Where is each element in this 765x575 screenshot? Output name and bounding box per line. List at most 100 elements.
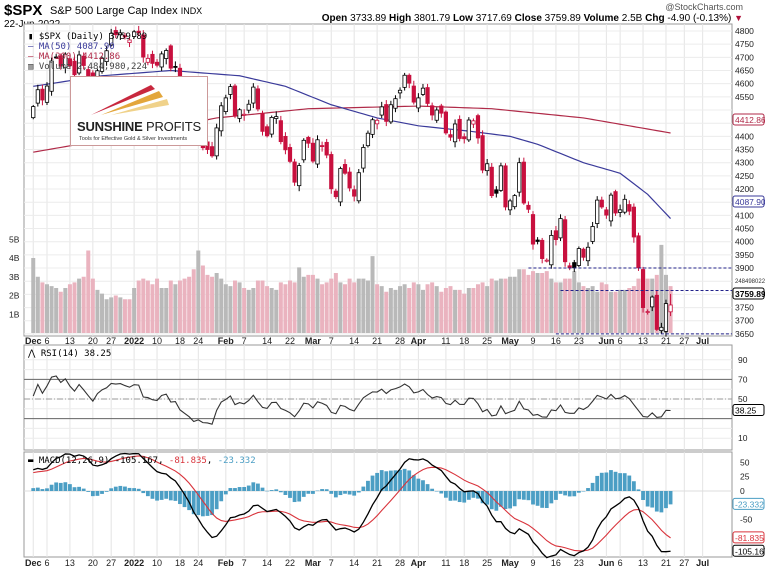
volume-bar xyxy=(315,278,320,333)
candle-body xyxy=(563,219,568,263)
volume-bar xyxy=(155,278,160,333)
volume-bar xyxy=(466,288,471,333)
volume-bar xyxy=(407,288,412,333)
volume-bar xyxy=(439,291,444,333)
macd-histogram-bar xyxy=(517,491,522,500)
macd-histogram-bar xyxy=(54,482,59,491)
candle-body xyxy=(407,74,412,84)
macd-histogram-bar xyxy=(86,491,91,492)
candle-body xyxy=(507,200,513,211)
macd-histogram-bar xyxy=(375,472,380,491)
candle-body xyxy=(613,191,618,214)
volume-bar xyxy=(448,286,453,333)
candle-body xyxy=(379,106,384,116)
macd-histogram-bar xyxy=(104,491,109,492)
candle-body xyxy=(430,105,435,116)
volume-bar xyxy=(595,291,600,333)
x-tick-label: 6 xyxy=(44,336,49,346)
volume-bar xyxy=(526,274,531,333)
macd-tick-label: -50 xyxy=(740,515,753,525)
macd-histogram-bar xyxy=(508,491,512,509)
volume-bar xyxy=(480,282,485,333)
volume-bar xyxy=(338,282,343,333)
macd-histogram-bar xyxy=(457,491,462,503)
x-tick-label: 18 xyxy=(175,558,185,568)
candle-body xyxy=(209,146,215,157)
macd-histogram-bar xyxy=(554,491,558,500)
x-tick-label: 22 xyxy=(285,558,295,568)
volume-bar xyxy=(627,288,632,333)
candle-body xyxy=(411,85,416,103)
candle-body xyxy=(104,50,109,63)
volume-bar xyxy=(45,284,49,333)
volume-bar xyxy=(608,291,613,333)
volume-bar xyxy=(306,274,311,333)
macd-tick-label: 25 xyxy=(740,472,750,482)
candle-body xyxy=(631,206,636,238)
candle-body xyxy=(489,166,494,197)
volume-bar xyxy=(388,288,393,333)
price-tick-label: 4000 xyxy=(735,237,754,247)
volume-bar xyxy=(590,286,595,333)
x-tick-label: 21 xyxy=(661,558,671,568)
volume-bar xyxy=(553,282,558,333)
macd-histogram-bar xyxy=(100,491,104,494)
candle-body xyxy=(420,87,426,95)
volume-bar xyxy=(549,278,554,333)
volume-bar xyxy=(205,274,210,333)
macd-histogram-bar xyxy=(72,487,77,491)
volume-bar xyxy=(86,250,91,333)
volume-bar xyxy=(489,278,494,333)
macd-histogram-bar xyxy=(219,491,224,502)
candle-body xyxy=(448,134,453,138)
x-tick-label: 20 xyxy=(88,336,98,346)
macd-histogram-bar xyxy=(90,491,95,497)
macd-histogram-bar xyxy=(306,491,311,494)
volume-label: Volume xyxy=(583,13,619,24)
price-tick-label: 4400 xyxy=(735,131,754,141)
candle-body xyxy=(549,234,554,266)
macd-histogram-bar xyxy=(407,470,412,491)
volume-tick-label: 3B xyxy=(9,272,20,282)
volume-bar xyxy=(347,278,352,333)
ma50-line xyxy=(33,69,671,219)
sunshine-profits-logo: SUNSHINE PROFITS Tools for Effective Gol… xyxy=(70,76,208,146)
macd-histogram-bar xyxy=(604,472,609,491)
volume-bar xyxy=(77,278,82,333)
symbol: $SPX xyxy=(4,2,43,19)
volume-bar xyxy=(132,288,137,333)
macd-histogram-bar xyxy=(58,482,63,491)
volume-bar xyxy=(659,244,664,333)
volume-bar xyxy=(223,284,228,333)
volume-bar xyxy=(136,280,141,333)
volume-bar xyxy=(453,289,458,333)
volume-bar xyxy=(237,282,242,333)
macd-histogram-bar xyxy=(187,491,192,511)
candle-body xyxy=(274,116,279,119)
volume-bar xyxy=(292,282,297,333)
candle-body xyxy=(503,165,508,208)
volume-bar xyxy=(375,284,380,333)
candle-body xyxy=(347,171,352,189)
volume-bar xyxy=(320,284,325,333)
candle-body xyxy=(663,303,669,332)
price-tick-label: 3750 xyxy=(735,303,754,313)
x-tick-label: 28 xyxy=(395,336,405,346)
volume-bar xyxy=(219,278,224,333)
x-tick-label: 14 xyxy=(349,558,359,568)
macd-histogram-bar xyxy=(251,482,256,491)
volume-bar xyxy=(164,288,169,333)
candle-body xyxy=(329,154,334,190)
candle-body xyxy=(608,194,614,222)
x-tick-label: May xyxy=(501,558,519,568)
volume-bar xyxy=(512,276,517,333)
x-tick-label: 13 xyxy=(65,558,75,568)
candle-body xyxy=(622,198,627,213)
price-tick-label: 4650 xyxy=(735,66,754,76)
candle-body xyxy=(443,111,448,134)
macd-tick-label: 0 xyxy=(740,486,745,496)
macd-histogram-bar xyxy=(659,491,664,513)
volume-bar xyxy=(475,284,480,333)
x-tick-label: 23 xyxy=(574,558,584,568)
macd-histogram-bar xyxy=(494,491,499,511)
